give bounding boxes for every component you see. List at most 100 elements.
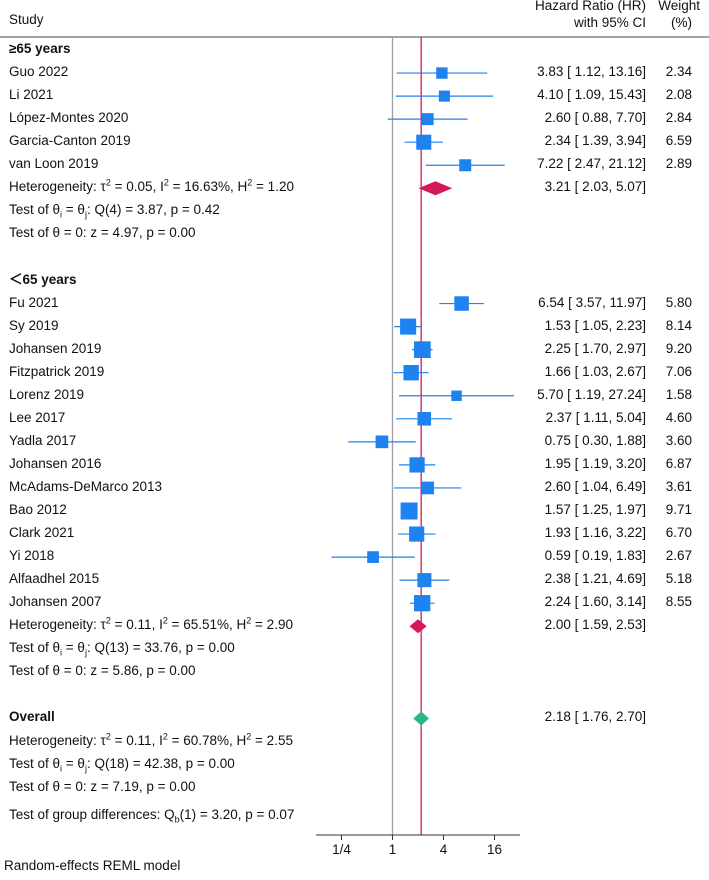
study-name: Johansen 2007: [9, 594, 102, 610]
study-hr-ci: 1.93 [ 1.16, 3.22]: [544, 525, 646, 541]
study-hr-ci: 5.70 [ 1.19, 27.24]: [537, 386, 646, 402]
study-weight: 8.55: [665, 594, 692, 610]
study-marker: [436, 67, 448, 79]
overall-diamond: [413, 711, 430, 726]
study-marker: [400, 502, 418, 520]
study-weight: 9.20: [665, 340, 692, 356]
study-hr-ci: 6.54 [ 3.57, 11.97]: [538, 294, 646, 310]
subgroup-effect-test: Test of θ = 0: z = 5.86, p = 0.00: [9, 663, 196, 679]
study-hr-ci: 2.60 [ 0.88, 7.70]: [544, 110, 646, 126]
study-hr-ci: 2.37 [ 1.11, 5.04]: [545, 409, 646, 425]
x-tick-label: 1: [388, 842, 397, 857]
model-footnote: Random-effects REML model: [4, 858, 181, 873]
study-weight: 6.59: [665, 133, 692, 149]
study-hr-ci: 1.66 [ 1.03, 2.67]: [544, 363, 646, 379]
study-weight: 2.67: [665, 548, 692, 564]
study-name: Yadla 2017: [9, 432, 77, 448]
study-hr-ci: 1.95 [ 1.19, 3.20]: [544, 455, 646, 471]
study-hr-ci: 0.75 [ 0.30, 1.88]: [544, 432, 646, 448]
study-name: Lorenz 2019: [9, 386, 85, 402]
study-marker: [409, 526, 425, 542]
study-marker: [400, 318, 417, 335]
study-name: Alfaadhel 2015: [9, 571, 100, 587]
study-hr-ci: 2.34 [ 1.39, 3.94]: [544, 133, 646, 149]
study-marker: [417, 573, 432, 588]
subgroup-diamond: [409, 619, 427, 634]
column-header-hr: Hazard Ratio (HR): [534, 0, 646, 13]
study-marker: [438, 90, 450, 102]
study-marker: [421, 113, 434, 126]
study-weight: 1.58: [665, 386, 692, 402]
overall-heterogeneity: Heterogeneity: τ2 = 0.11, I2 = 60.78%, H…: [9, 731, 293, 748]
study-hr-ci: 7.22 [ 2.47, 21.12]: [537, 156, 646, 172]
subgroup-diamond: [418, 181, 453, 196]
study-name: Johansen 2016: [9, 455, 102, 471]
study-name: Sy 2019: [9, 317, 59, 333]
study-weight: 2.89: [665, 156, 692, 172]
subgroup-hr-ci: 2.00 [ 1.59, 2.53]: [544, 617, 646, 633]
study-marker: [417, 412, 432, 426]
subgroup-label: ≥65 years: [9, 41, 71, 56]
study-marker: [409, 457, 425, 473]
study-name: Fu 2021: [9, 294, 59, 310]
study-weight: 5.18: [665, 571, 692, 587]
study-weight: 4.60: [665, 409, 692, 425]
study-weight: 3.60: [665, 432, 692, 448]
study-marker: [403, 365, 419, 381]
subgroup-label: ＜65 years: [9, 271, 77, 287]
subgroup-effect-test: Test of θ = 0: z = 4.97, p = 0.00: [9, 225, 196, 241]
study-weight: 2.08: [665, 87, 692, 103]
study-name: Fitzpatrick 2019: [9, 363, 105, 379]
overall-hr-ci: 2.18 [ 1.76, 2.70]: [544, 709, 646, 725]
study-marker: [451, 390, 462, 401]
overall-label: Overall: [9, 709, 55, 725]
study-name: Guo 2022: [9, 64, 69, 80]
study-marker: [413, 341, 431, 359]
study-hr-ci: 0.59 [ 0.19, 1.83]: [544, 548, 646, 564]
study-name: López-Montes 2020: [9, 110, 129, 126]
x-tick-label: 1/4: [332, 842, 351, 857]
study-marker: [375, 435, 389, 449]
study-name: Li 2021: [9, 87, 54, 103]
study-name: Clark 2021: [9, 525, 75, 541]
study-weight: 9.71: [665, 502, 692, 517]
study-name: Garcia-Canton 2019: [9, 133, 131, 149]
study-marker: [454, 296, 469, 311]
forest-plot-figure: Study Hazard Ratio (HR) with 95% CI Weight (…: [0, 0, 709, 857]
subgroup-hr-ci: 3.21 [ 2.03, 5.07]: [544, 179, 646, 195]
study-weight: 2.34: [665, 64, 692, 80]
overall-effect-test: Test of θ = 0: z = 7.19, p = 0.00: [9, 778, 196, 794]
study-weight: 8.14: [665, 317, 692, 333]
column-header-weight: Weight: [658, 0, 700, 13]
study-name: Lee 2017: [9, 409, 66, 425]
study-weight: 6.70: [665, 525, 692, 541]
study-name: Bao 2012: [9, 502, 67, 517]
study-weight: 5.80: [665, 294, 692, 310]
x-tick-label: 16: [486, 842, 503, 857]
subgroup-heterogeneity: Heterogeneity: τ2 = 0.11, I2 = 65.51%, H…: [9, 615, 293, 633]
column-header-weight-unit: (%): [671, 15, 692, 30]
study-marker: [416, 134, 432, 150]
forest-plot-svg: [0, 36, 709, 840]
study-name: van Loon 2019: [9, 156, 99, 172]
study-marker: [414, 595, 431, 612]
group-differences-test: Test of group differences: Qb(1) = 3.20,…: [9, 806, 295, 825]
study-marker: [367, 551, 379, 563]
overall-homogeneity-test: Test of θi = θj: Q(18) = 42.38, p = 0.00: [9, 755, 235, 774]
study-weight: 6.87: [665, 455, 692, 471]
study-name: Yi 2018: [9, 548, 55, 564]
study-hr-ci: 1.57 [ 1.25, 1.97]: [544, 502, 646, 517]
study-weight: 3.61: [665, 478, 692, 494]
subgroup-homogeneity-test: Test of θi = θj: Q(4) = 3.87, p = 0.42: [9, 202, 220, 221]
column-header-study: Study: [9, 12, 44, 27]
study-hr-ci: 1.53 [ 1.05, 2.23]: [544, 317, 646, 333]
x-tick-label: 4: [439, 842, 448, 857]
study-name: Johansen 2019: [9, 340, 102, 356]
study-marker: [421, 481, 435, 495]
study-weight: 2.84: [665, 110, 692, 126]
study-hr-ci: 3.83 [ 1.12, 13.16]: [537, 64, 646, 80]
study-hr-ci: 4.10 [ 1.09, 15.43]: [537, 87, 646, 103]
study-hr-ci: 2.24 [ 1.60, 3.14]: [544, 594, 646, 610]
study-name: McAdams-DeMarco 2013: [9, 478, 163, 494]
subgroup-heterogeneity: Heterogeneity: τ2 = 0.05, I2 = 16.63%, H…: [9, 177, 294, 195]
